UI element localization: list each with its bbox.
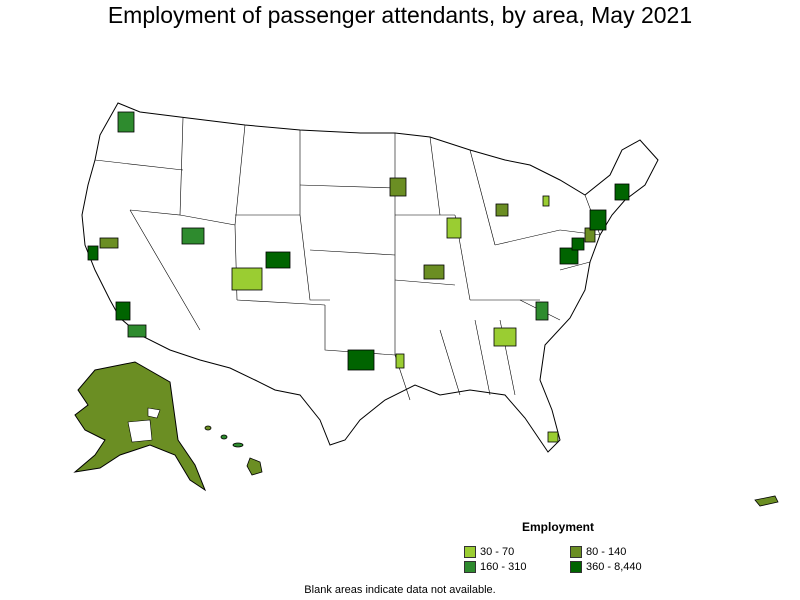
state-boundaries	[94, 117, 601, 401]
hawaii-island-oahu	[220, 434, 228, 440]
legend-swatch-4	[570, 561, 582, 573]
legend-item-2: 160 - 310	[464, 561, 526, 573]
area-phoenix	[127, 324, 147, 338]
area-washington	[559, 247, 579, 265]
area-san-francisco	[87, 245, 99, 261]
area-new-york	[589, 209, 607, 231]
area-charlotte	[535, 301, 549, 321]
legend-label-4: 360 - 8,440	[586, 561, 642, 573]
legend-item-1: 30 - 70	[464, 546, 514, 558]
area-los-angeles	[115, 301, 131, 321]
legend-label-2: 160 - 310	[480, 561, 527, 573]
legend-label-3: 80 - 140	[586, 546, 627, 558]
legend-swatch-2	[464, 561, 476, 573]
area-atlanta	[493, 327, 517, 347]
puerto-rico-area	[754, 495, 779, 507]
area-st-louis	[423, 264, 445, 280]
legend-item-3: 80 - 140	[570, 546, 626, 558]
area-western-colorado	[231, 267, 263, 291]
legend-title: Employment	[522, 520, 595, 534]
hawaii-island-maui	[232, 442, 244, 448]
area-detroit	[495, 203, 509, 217]
area-chicago	[446, 217, 462, 239]
area-shreveport	[395, 353, 405, 369]
hawaii-island-big	[246, 457, 263, 476]
area-boston	[614, 183, 630, 201]
data-note: Blank areas indicate data not available.	[304, 584, 496, 596]
area-baltimore	[571, 237, 585, 251]
legend-swatch-1	[464, 546, 476, 558]
area-buffalo	[542, 195, 550, 207]
alaska-blank-area-2	[147, 407, 161, 419]
area-salt-lake-city	[181, 227, 205, 245]
area-sacramento	[99, 237, 119, 249]
area-denver	[265, 251, 291, 269]
area-minneapolis	[389, 177, 407, 197]
metro-areas	[87, 111, 630, 443]
legend-item-4: 360 - 8,440	[570, 561, 642, 573]
hawaii-island-kauai	[204, 425, 212, 431]
map-title: Employment of passenger attendants, by a…	[107, 2, 693, 28]
legend-label-1: 30 - 70	[480, 546, 515, 558]
legend-swatch-3	[570, 546, 582, 558]
area-dallas	[347, 349, 375, 371]
alaska-blank-area	[127, 419, 153, 443]
hawaii	[204, 425, 263, 476]
area-seattle	[117, 111, 135, 133]
area-orlando	[547, 431, 559, 443]
